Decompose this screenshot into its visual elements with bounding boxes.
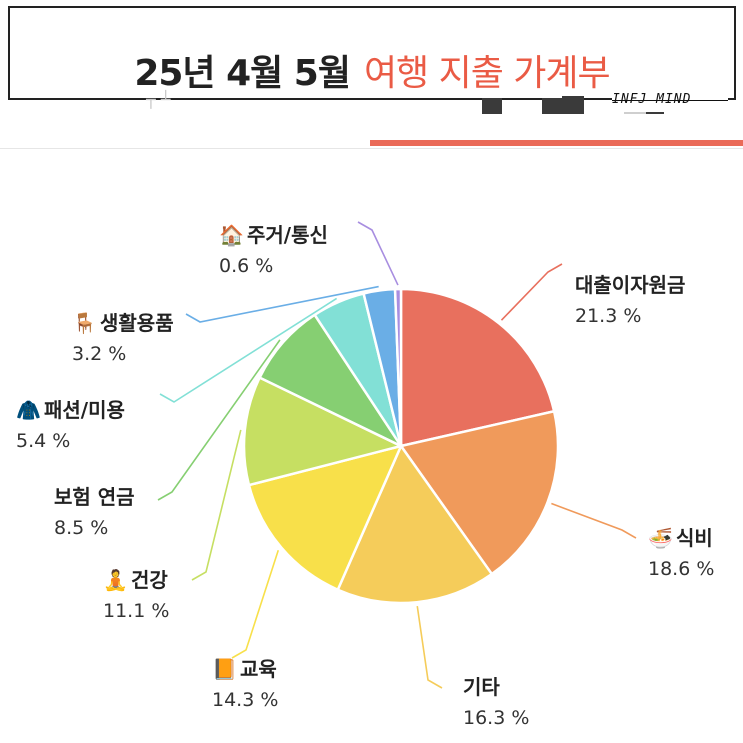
pie-slices bbox=[242, 287, 560, 605]
slice-label: 기타 bbox=[463, 675, 500, 699]
slice-value-label: 11.1 % bbox=[103, 600, 169, 622]
slice-label: 대출이자원금 bbox=[575, 273, 685, 297]
pie-slice-4 bbox=[247, 444, 404, 592]
leader-line-3 bbox=[416, 606, 443, 689]
redaction-block bbox=[562, 96, 584, 114]
title-box: 25년 4월 5월 여행 지출 가계부 bbox=[8, 6, 736, 100]
slice-value-label: 21.3 % bbox=[575, 305, 641, 327]
slice-value-label: 3.2 % bbox=[72, 343, 126, 365]
slice-label: 교육 bbox=[240, 657, 277, 681]
chair-icon: 🪑 bbox=[72, 311, 97, 335]
page-title: 25년 4월 5월 여행 지출 가계부 bbox=[10, 44, 734, 96]
pie-slice-5 bbox=[242, 375, 405, 487]
slice-value-label: 0.6 % bbox=[219, 255, 273, 277]
redaction-block bbox=[482, 98, 502, 114]
slice-value-label: 16.3 % bbox=[463, 707, 529, 729]
house-icon: 🏠 bbox=[219, 223, 244, 247]
leader-line-6 bbox=[157, 339, 281, 501]
tab-divider bbox=[0, 148, 743, 149]
slice-label: 생활용품 bbox=[100, 311, 174, 335]
slice-label: 건강 bbox=[131, 568, 168, 592]
pie-slice-6 bbox=[258, 313, 405, 450]
slice-label: 식비 bbox=[676, 526, 713, 550]
slice-value-label: 8.5 % bbox=[54, 517, 108, 539]
leader-line-7 bbox=[159, 297, 338, 403]
leader-line-9 bbox=[357, 221, 399, 286]
pie-slice-9 bbox=[393, 287, 403, 447]
leader-line-2 bbox=[551, 502, 637, 539]
noodle-bowl-icon: 🍜 bbox=[648, 526, 673, 550]
pie-slice-3 bbox=[336, 443, 494, 605]
pie-slice-2 bbox=[398, 409, 560, 576]
book-icon: 📙 bbox=[212, 657, 237, 681]
title-accent: 여행 지출 가계부 bbox=[363, 53, 611, 94]
pie-labels: 대출이자원금 21.3 % 🍜 식비 18.6 % 기타 16.3 % 📙 교육 14.3 % 🧘 건… bbox=[16, 223, 714, 729]
slice-value-label: 18.6 % bbox=[648, 558, 714, 580]
obscured-tab-label: ┬ ┴ bbox=[146, 90, 171, 109]
pie-slice-1 bbox=[399, 287, 556, 448]
leader-line-4 bbox=[231, 549, 280, 659]
tab-active-indicator[interactable] bbox=[370, 140, 743, 146]
slice-label: 보험 연금 bbox=[54, 485, 135, 509]
meditation-icon: 🧘 bbox=[103, 568, 128, 592]
leader-line-1 bbox=[500, 263, 563, 321]
slice-label: 패션/미용 bbox=[44, 398, 125, 422]
slice-value-label: 5.4 % bbox=[16, 430, 70, 452]
slice-label: 주거/통신 bbox=[247, 223, 328, 247]
slice-value-label: 14.3 % bbox=[212, 689, 278, 711]
coat-icon: 🧥 bbox=[16, 398, 41, 422]
watermark: INFJ MIND bbox=[612, 88, 728, 112]
leader-line-5 bbox=[191, 429, 242, 581]
title-main: 25년 4월 5월 bbox=[134, 53, 351, 94]
redaction-block bbox=[542, 98, 562, 114]
leader-lines bbox=[157, 221, 637, 689]
leader-line-8 bbox=[185, 285, 379, 323]
